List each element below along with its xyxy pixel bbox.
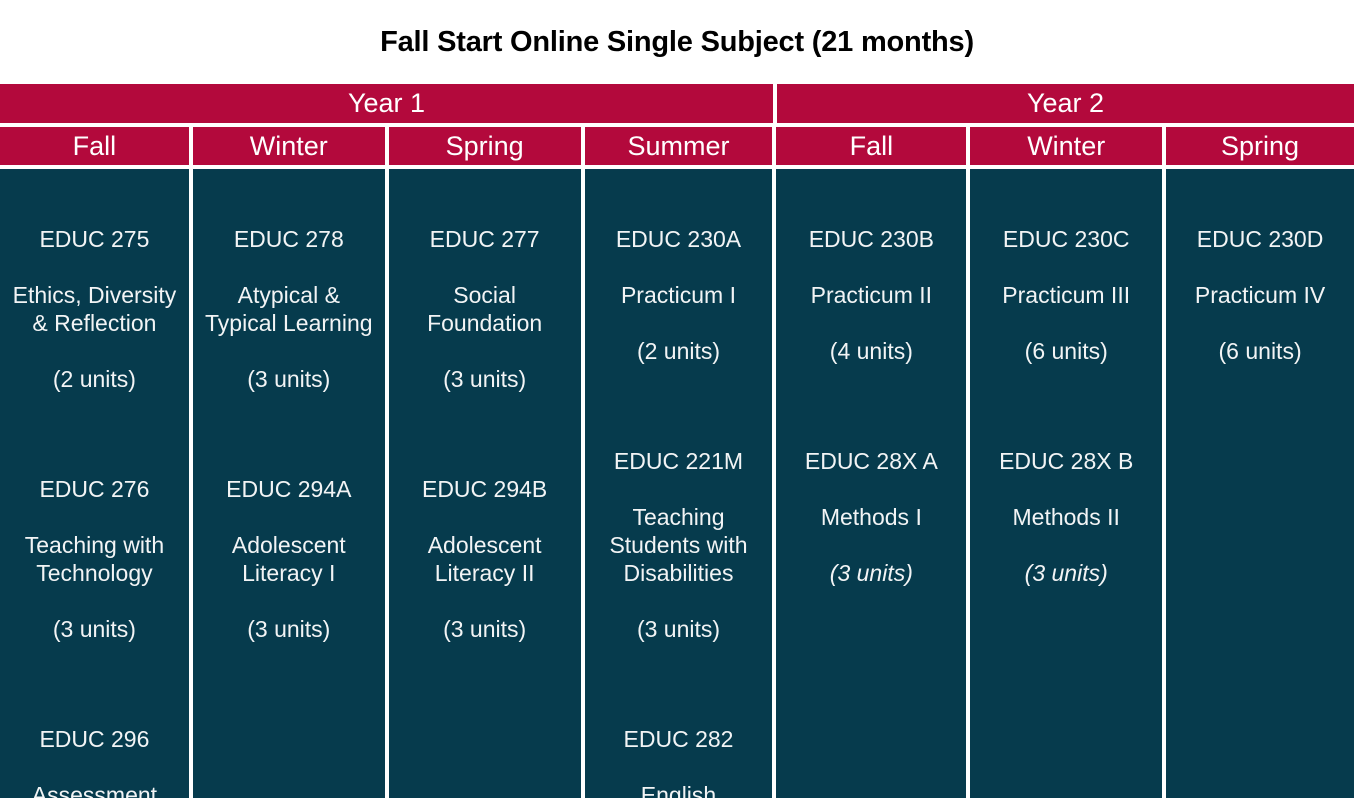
course-name: Assessment [31,782,158,798]
season-body-divider [0,165,1354,169]
course-code: EDUC 230A [615,226,742,252]
course-code: EDUC 275 [39,226,150,252]
year-header-year-1: Year 1 [0,84,773,123]
schedule-table: Year 1 Year 2 Fall Winter Spring Summer … [0,84,1354,798]
course-units: (4 units) [829,338,913,364]
course-code: EDUC 277 [429,226,540,252]
course-name: Teaching Students with Disabilities [609,504,748,586]
course-code: EDUC 230C [1002,226,1130,252]
year-header-year-2: Year 2 [777,84,1354,123]
course-code: EDUC 28X A [804,448,938,474]
course-units: (3 units) [1024,560,1108,586]
season-header-y2-spring: Spring [1166,127,1354,165]
course-units: (3 units) [247,366,331,392]
course-code: EDUC 230B [808,226,934,252]
course-item: EDUC 28X A Methods I (3 units) [776,419,966,615]
course-code: EDUC 230D [1196,226,1324,252]
course-name: Social Foundation [427,282,543,336]
course-name: Methods I [820,504,922,530]
course-item: EDUC 28X B Methods II (3 units) [970,419,1162,615]
course-column-y2-fall: EDUC 230B Practicum II (4 units) EDUC 28… [776,169,967,798]
course-code: EDUC 276 [39,476,150,502]
course-body-row: EDUC 275 Ethics, Diversity & Reflection … [0,169,1354,798]
course-code: EDUC 294B [421,476,548,502]
course-units: (3 units) [443,366,527,392]
course-column-y1-winter: EDUC 278 Atypical & Typical Learning (3 … [192,169,385,798]
year-header-row: Year 1 Year 2 [0,84,1354,123]
course-item: EDUC 221M Teaching Students with Disabil… [585,419,773,671]
course-units: (2 units) [52,366,136,392]
course-name: Practicum III [1002,282,1131,308]
season-header-row: Fall Winter Spring Summer Fall Winter Sp… [0,127,1354,165]
page-title: Fall Start Online Single Subject (21 mon… [380,25,974,58]
course-name: Practicum I [620,282,736,308]
course-item: EDUC 275 Ethics, Diversity & Reflection … [0,197,189,421]
course-code: EDUC 221M [613,448,744,474]
course-item: EDUC 278 Atypical & Typical Learning (3 … [193,197,385,421]
course-name: Practicum IV [1194,282,1326,308]
course-units: (2 units) [636,338,721,364]
course-name: Teaching with Technology [24,532,165,586]
course-column-y2-winter: EDUC 230C Practicum III (6 units) EDUC 2… [970,169,1163,798]
course-column-y2-spring: EDUC 230D Practicum IV (6 units) [1166,169,1354,798]
course-units: (3 units) [247,616,331,642]
course-code: EDUC 282 [623,726,734,752]
course-code: EDUC 294A [226,476,352,502]
course-code: EDUC 296 [39,726,150,752]
course-name: Atypical & Typical Learning [205,282,373,336]
course-units: (6 units) [1218,338,1302,364]
course-name: Adolescent Literacy I [231,532,346,586]
course-item: EDUC 230B Practicum II (4 units) [776,197,966,393]
course-name: Adolescent Literacy II [427,532,542,586]
course-units: (3 units) [443,616,527,642]
course-item: EDUC 282 English Language Development (3… [585,697,773,798]
course-name: Practicum II [810,282,933,308]
course-item: EDUC 276 Teaching with Technology (3 uni… [0,447,189,671]
season-header-y1-winter: Winter [192,127,385,165]
season-header-y2-fall: Fall [776,127,967,165]
header-divider [0,123,1354,127]
course-name: Methods II [1012,504,1120,530]
course-units: (3 units) [829,560,913,586]
title-bar: Fall Start Online Single Subject (21 mon… [0,0,1354,84]
season-header-y1-fall: Fall [0,127,189,165]
course-item: EDUC 230D Practicum IV (6 units) [1166,197,1354,393]
course-item: EDUC 230A Practicum I (2 units) [585,197,773,393]
course-units: (3 units) [636,616,721,642]
course-item: EDUC 294A Adolescent Literacy I (3 units… [193,447,385,671]
course-code: EDUC 278 [233,226,344,252]
course-name: Ethics, Diversity & Reflection [12,282,177,336]
course-column-y1-spring: EDUC 277 Social Foundation (3 units) EDU… [388,169,581,798]
course-code: EDUC 28X B [999,448,1134,474]
season-header-y1-summer: Summer [584,127,773,165]
course-units: (3 units) [52,616,136,642]
course-item: EDUC 294B Adolescent Literacy II (3 unit… [389,447,581,671]
course-item: EDUC 296 Assessment (3 units) [0,697,189,798]
course-column-y1-fall: EDUC 275 Ethics, Diversity & Reflection … [0,169,189,798]
course-units: (6 units) [1024,338,1108,364]
course-column-y1-summer: EDUC 230A Practicum I (2 units) EDUC 221… [584,169,773,798]
course-name: English Language Development [640,782,717,798]
season-header-y2-winter: Winter [970,127,1163,165]
season-header-y1-spring: Spring [388,127,581,165]
course-item: EDUC 230C Practicum III (6 units) [970,197,1162,393]
course-item: EDUC 277 Social Foundation (3 units) [389,197,581,421]
